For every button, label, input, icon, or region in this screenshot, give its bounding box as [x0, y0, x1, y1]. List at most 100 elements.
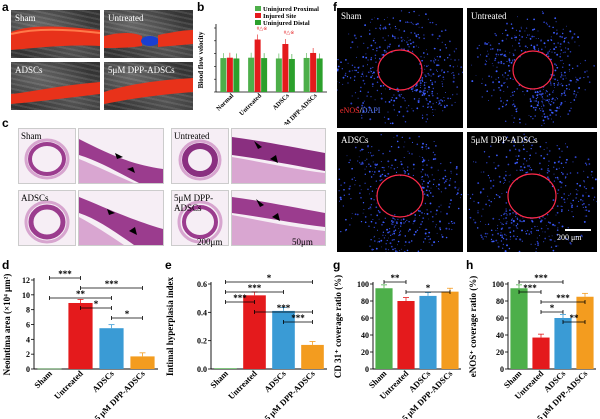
dapi-dot: [448, 54, 451, 56]
dapi-dot: [580, 62, 581, 64]
dapi-dot: [480, 54, 481, 56]
dapi-dot: [481, 215, 483, 217]
dapi-dot: [504, 174, 507, 177]
dapi-dot: [542, 89, 544, 90]
dapi-dot: [548, 50, 551, 52]
dapi-dot: [374, 240, 376, 242]
dapi-dot: [491, 63, 493, 64]
dapi-dot: [488, 199, 490, 202]
dapi-dot: [473, 200, 475, 202]
dapi-dot: [583, 202, 585, 205]
chart-h-sig-label-1: ***: [523, 283, 537, 293]
chart-g-ytick-label-5: 100: [357, 280, 369, 289]
dapi-dot: [460, 193, 463, 196]
dapi-dot: [536, 96, 539, 99]
dapi-dot: [486, 90, 488, 92]
dapi-dot: [362, 65, 364, 67]
dapi-dot: [516, 158, 519, 161]
dapi-dot: [412, 223, 414, 225]
dapi-dot: [554, 99, 556, 101]
dapi-dot: [456, 93, 458, 95]
dapi-dot: [565, 161, 567, 164]
dapi-dot: [434, 109, 436, 111]
dapi-dot: [534, 91, 537, 94]
dapi-dot: [586, 70, 588, 72]
dapi-dot: [379, 85, 382, 87]
dapi-dot: [417, 250, 420, 252]
dapi-dot: [554, 110, 556, 112]
dapi-dot: [491, 95, 493, 97]
dapi-dot: [559, 35, 562, 38]
dapi-dot: [426, 118, 429, 120]
dapi-dot: [437, 64, 440, 66]
dapi-dot: [564, 51, 566, 53]
dapi-dot: [440, 191, 442, 193]
dapi-dot: [531, 144, 533, 147]
chart-e-bar-3: [301, 344, 324, 369]
dapi-dot: [415, 35, 418, 38]
dapi-dot: [408, 241, 411, 244]
dapi-dot: [588, 210, 590, 212]
dapi-dot: [374, 222, 377, 224]
dapi-dot: [469, 197, 472, 199]
dapi-dot: [487, 223, 490, 225]
dapi-dot: [560, 102, 563, 104]
dapi-dot: [505, 217, 508, 219]
dapi-dot: [560, 72, 563, 74]
dapi-dot: [554, 52, 556, 54]
dapi-dot: [424, 232, 427, 235]
dapi-dot: [492, 81, 495, 84]
dapi-dot: [548, 170, 550, 172]
dapi-dot: [364, 24, 366, 26]
dapi-dot: [347, 82, 349, 84]
dapi-dot: [505, 210, 508, 212]
dapi-dot: [498, 87, 500, 89]
dapi-dot: [396, 114, 398, 116]
dapi-dot: [557, 193, 559, 195]
dapi-dot: [392, 17, 394, 19]
chart-d-ylabel: Neointima area (×10⁴ μm²): [2, 274, 12, 376]
dapi-dot: [425, 13, 427, 15]
dapi-dot: [378, 238, 380, 240]
dapi-dot: [556, 33, 558, 35]
dapi-dot: [503, 82, 505, 84]
fluorescence-scale-bar: [565, 229, 591, 231]
dapi-dot: [345, 59, 347, 61]
dapi-dot: [357, 106, 359, 109]
dapi-dot: [365, 53, 367, 55]
dapi-dot: [436, 232, 438, 234]
dapi-dot: [444, 44, 447, 46]
dapi-dot: [393, 94, 395, 96]
dapi-dot: [387, 45, 389, 47]
dapi-dot: [445, 227, 448, 230]
dapi-dot: [558, 167, 560, 169]
dapi-dot: [442, 76, 445, 79]
dapi-dot: [592, 177, 594, 179]
dapi-dot: [386, 175, 388, 178]
dapi-dot: [557, 42, 559, 44]
dapi-dot: [502, 33, 504, 35]
dapi-dot: [416, 107, 419, 110]
dapi-dot: [570, 206, 573, 208]
dapi-dot: [556, 79, 559, 82]
dapi-dot: [403, 146, 405, 148]
dapi-dot: [552, 26, 554, 29]
dapi-dot: [386, 47, 388, 49]
dapi-dot: [393, 136, 395, 138]
dapi-dot: [530, 243, 532, 245]
dapi-dot: [503, 177, 505, 179]
dapi-dot: [428, 159, 430, 161]
dapi-dot: [539, 90, 542, 93]
dapi-dot: [343, 182, 346, 184]
dapi-dot: [506, 86, 509, 88]
dapi-dot: [358, 156, 360, 158]
fluorescence-label-adscs: ADSCs: [341, 135, 369, 145]
dapi-dot: [504, 212, 506, 215]
dapi-dot: [438, 35, 441, 38]
dapi-dot: [384, 122, 386, 124]
dapi-dot: [440, 99, 442, 101]
dapi-dot: [337, 69, 339, 72]
dapi-dot: [418, 214, 421, 217]
dapi-dot: [420, 171, 422, 173]
dapi-dot: [354, 92, 357, 94]
